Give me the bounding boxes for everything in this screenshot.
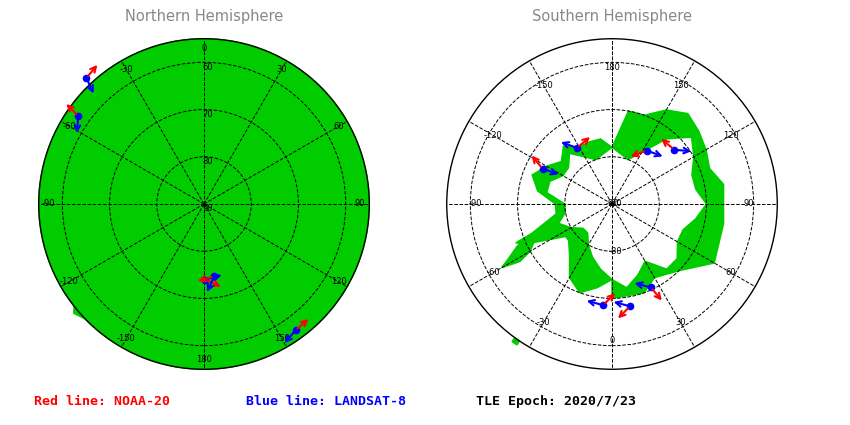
Polygon shape bbox=[516, 110, 723, 298]
Text: -30: -30 bbox=[119, 65, 133, 74]
Text: 180: 180 bbox=[604, 62, 620, 71]
Text: 60: 60 bbox=[334, 122, 344, 130]
Text: 0: 0 bbox=[201, 44, 207, 53]
Polygon shape bbox=[204, 138, 334, 355]
Text: 180: 180 bbox=[196, 355, 212, 364]
Text: 30: 30 bbox=[675, 318, 686, 327]
Polygon shape bbox=[65, 117, 171, 361]
Text: Red line: NOAA-20: Red line: NOAA-20 bbox=[34, 395, 170, 408]
Text: 90: 90 bbox=[202, 204, 212, 213]
Text: 120: 120 bbox=[722, 131, 739, 140]
Polygon shape bbox=[502, 239, 535, 268]
Polygon shape bbox=[204, 306, 252, 343]
Text: -120: -120 bbox=[60, 278, 78, 286]
Polygon shape bbox=[230, 106, 252, 125]
Text: TLE Epoch: 2020/7/23: TLE Epoch: 2020/7/23 bbox=[476, 395, 636, 408]
Text: -60: -60 bbox=[486, 268, 500, 277]
Text: -90: -90 bbox=[605, 199, 619, 209]
Text: -80: -80 bbox=[609, 247, 622, 256]
Text: 90: 90 bbox=[744, 199, 754, 209]
Text: 90: 90 bbox=[354, 199, 366, 209]
Text: 150: 150 bbox=[274, 334, 290, 343]
Title: Southern Hemisphere: Southern Hemisphere bbox=[532, 9, 692, 24]
Text: -120: -120 bbox=[484, 131, 503, 140]
Polygon shape bbox=[94, 96, 190, 188]
Circle shape bbox=[39, 39, 369, 369]
Text: -30: -30 bbox=[536, 318, 550, 327]
Text: 60: 60 bbox=[202, 63, 212, 72]
Text: 60: 60 bbox=[725, 268, 736, 277]
Text: -90: -90 bbox=[42, 199, 55, 209]
Title: Northern Hemisphere: Northern Hemisphere bbox=[125, 9, 283, 24]
Polygon shape bbox=[94, 311, 171, 361]
Circle shape bbox=[39, 39, 369, 369]
Circle shape bbox=[447, 39, 777, 369]
Text: -150: -150 bbox=[116, 334, 135, 343]
Polygon shape bbox=[259, 153, 276, 179]
Text: 150: 150 bbox=[672, 81, 688, 90]
Circle shape bbox=[39, 39, 369, 369]
Polygon shape bbox=[512, 338, 519, 345]
Text: -150: -150 bbox=[534, 81, 552, 90]
Text: -90: -90 bbox=[609, 199, 622, 209]
Polygon shape bbox=[65, 138, 113, 312]
Text: 70: 70 bbox=[202, 110, 212, 119]
Text: -60: -60 bbox=[62, 122, 76, 130]
Text: -90: -90 bbox=[468, 199, 482, 209]
Text: 80: 80 bbox=[202, 157, 212, 166]
Text: Blue line: LANDSAT-8: Blue line: LANDSAT-8 bbox=[246, 395, 406, 408]
Text: 0: 0 bbox=[609, 337, 615, 346]
Text: 120: 120 bbox=[332, 278, 347, 286]
Polygon shape bbox=[152, 80, 178, 100]
Polygon shape bbox=[220, 140, 230, 163]
Text: 30: 30 bbox=[276, 65, 287, 74]
